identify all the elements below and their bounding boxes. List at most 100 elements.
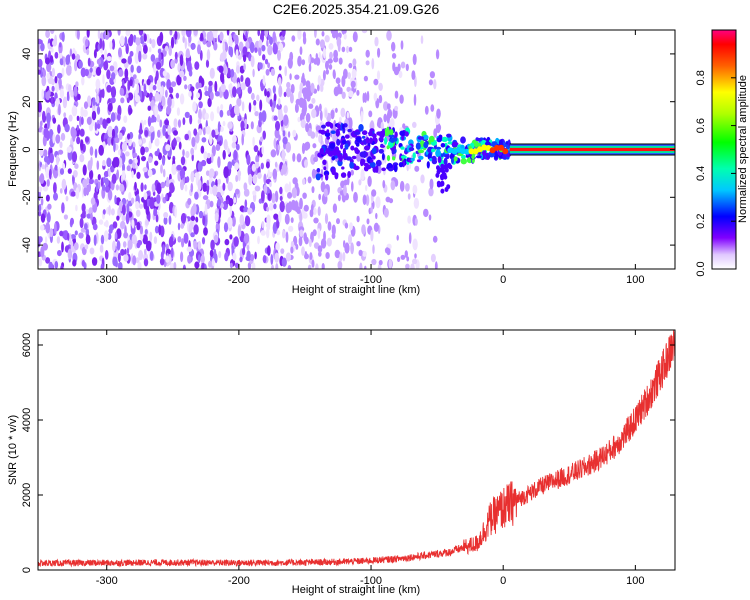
spectrogram-noise-cell: [106, 56, 112, 62]
spectrogram-signal-cell: [326, 129, 330, 134]
spectrogram-noise-cell: [276, 103, 282, 110]
spectrogram-noise-cell: [269, 202, 274, 211]
spectrogram-noise-cell: [78, 60, 83, 69]
spectrogram-noise-cell: [239, 214, 245, 226]
spectrogram-noise-cell: [259, 99, 263, 111]
spectrogram-noise-cell: [220, 83, 226, 93]
spectrogram-signal-cell: [386, 145, 390, 150]
snr-series-line: [38, 330, 675, 568]
spectrogram-noise-cell: [325, 252, 330, 259]
spectrogram-noise-cell: [317, 228, 321, 240]
spectrogram-noise-cell: [283, 105, 288, 114]
spectrogram-signal-cell: [389, 137, 396, 143]
spectrogram-noise-cell: [270, 68, 276, 76]
spectrogram-noise-cell: [107, 102, 113, 112]
spectrogram-y-tick-label: 0: [21, 146, 33, 152]
spectrogram-noise-cell: [235, 143, 240, 151]
spectrogram-noise-cell: [222, 182, 226, 191]
spectrogram-noise-cell: [214, 212, 219, 223]
spectrogram-noise-cell: [124, 36, 128, 47]
spectrogram-signal-cell: [361, 130, 368, 136]
spectrogram-noise-cell: [324, 109, 328, 118]
spectrogram-noise-cell: [327, 221, 332, 231]
spectrogram-noise-cell: [238, 41, 244, 52]
spectrogram-signal-cell: [435, 146, 442, 150]
spectrogram-noise-cell: [96, 123, 101, 129]
spectrogram-noise-cell: [240, 74, 244, 83]
spectrogram-noise-cell: [156, 114, 161, 123]
spectrogram-signal-cell: [353, 131, 361, 135]
spectrogram-noise-cell: [173, 137, 176, 145]
spectrogram-noise-cell: [129, 50, 134, 57]
spectrogram-signal-cell: [436, 137, 442, 143]
spectrogram-noise-cell: [308, 238, 312, 248]
spectrogram-noise-cell: [210, 239, 215, 251]
spectrogram-noise-cell: [114, 137, 120, 144]
spectrogram-noise-cell: [169, 30, 173, 36]
spectrogram-y-tick-label: -40: [21, 237, 33, 253]
spectrogram-noise-cell: [200, 32, 204, 41]
spectrogram-noise-cell: [212, 184, 218, 197]
spectrogram-signal-cell: [475, 155, 482, 159]
spectrogram-noise-cell: [292, 152, 296, 162]
spectrogram-noise-cell: [312, 143, 317, 149]
spectrogram-noise-cell: [405, 183, 410, 192]
spectrogram-noise-cell: [190, 215, 196, 221]
spectrogram-y-tick-label: 40: [21, 48, 33, 60]
spectrogram-noise-cell: [147, 168, 153, 178]
spectrogram-noise-cell: [149, 197, 155, 210]
spectrogram-noise-cell: [70, 89, 74, 98]
spectrogram-noise-cell: [40, 246, 45, 258]
spectrogram-noise-cell: [176, 74, 182, 86]
spectrogram-noise-cell: [387, 108, 393, 119]
spectrogram-noise-cell: [46, 72, 51, 80]
spectrogram-noise-cell: [324, 35, 330, 43]
spectrogram-noise-cell: [215, 144, 221, 151]
spectrogram-noise-cell: [428, 79, 433, 86]
spectrogram-noise-cell: [118, 261, 123, 269]
spectrogram-noise-cell: [344, 242, 350, 254]
spectrogram-noise-cell: [183, 232, 189, 244]
spectrogram-signal-cell: [342, 148, 346, 156]
spectrogram-signal-cell: [400, 155, 407, 159]
spectrogram-noise-cell: [374, 36, 379, 47]
spectrogram-noise-cell: [116, 169, 119, 180]
spectrogram-signal-cell: [351, 155, 357, 160]
spectrogram-noise-cell: [307, 176, 312, 184]
spectrogram-signal-cell: [340, 143, 344, 150]
spectrogram-noise-cell: [89, 146, 94, 156]
spectrogram-noise-cell: [39, 224, 45, 231]
spectrogram-noise-cell: [420, 35, 424, 45]
spectrogram-signal-cell: [384, 137, 388, 145]
spectrogram-noise-cell: [131, 170, 134, 178]
spectrogram-noise-cell: [203, 127, 206, 136]
spectrogram-noise-cell: [80, 106, 84, 118]
spectrogram-noise-cell: [110, 112, 116, 123]
spectrogram-noise-cell: [136, 221, 141, 231]
spectrogram-noise-cell: [193, 30, 198, 36]
spectrogram-x-axis-label: Height of straight line (km): [292, 284, 420, 296]
spectrogram-noise-cell: [310, 82, 315, 94]
spectrogram-noise-cell: [121, 141, 127, 152]
spectrogram-noise-cell: [176, 107, 180, 116]
spectrogram-noise-cell: [143, 192, 148, 201]
spectrogram-signal-cell: [336, 123, 341, 129]
spectrogram-noise-cell: [274, 161, 278, 168]
spectrogram-noise-cell: [424, 264, 429, 269]
spectrogram-noise-cell: [160, 95, 166, 107]
spectrogram-noise-cell: [38, 204, 42, 213]
spectrogram-noise-cell: [348, 62, 353, 69]
spectrogram-signal-cell: [389, 129, 394, 136]
spectrogram-noise-cell: [265, 161, 270, 169]
spectrogram-marks: [38, 30, 675, 269]
spectrogram-signal-cell: [392, 156, 396, 161]
spectrogram-noise-cell: [67, 168, 72, 174]
spectrogram-noise-cell: [166, 105, 172, 115]
snr-x-tick-label: -100: [360, 575, 382, 587]
spectrogram-noise-cell: [101, 88, 105, 99]
spectrogram-noise-cell: [59, 188, 63, 194]
spectrogram-signal-cell: [331, 156, 336, 161]
spectrogram-noise-cell: [250, 55, 255, 68]
snr-x-tick-label: 100: [626, 575, 644, 587]
spectrogram-noise-cell: [76, 124, 80, 131]
